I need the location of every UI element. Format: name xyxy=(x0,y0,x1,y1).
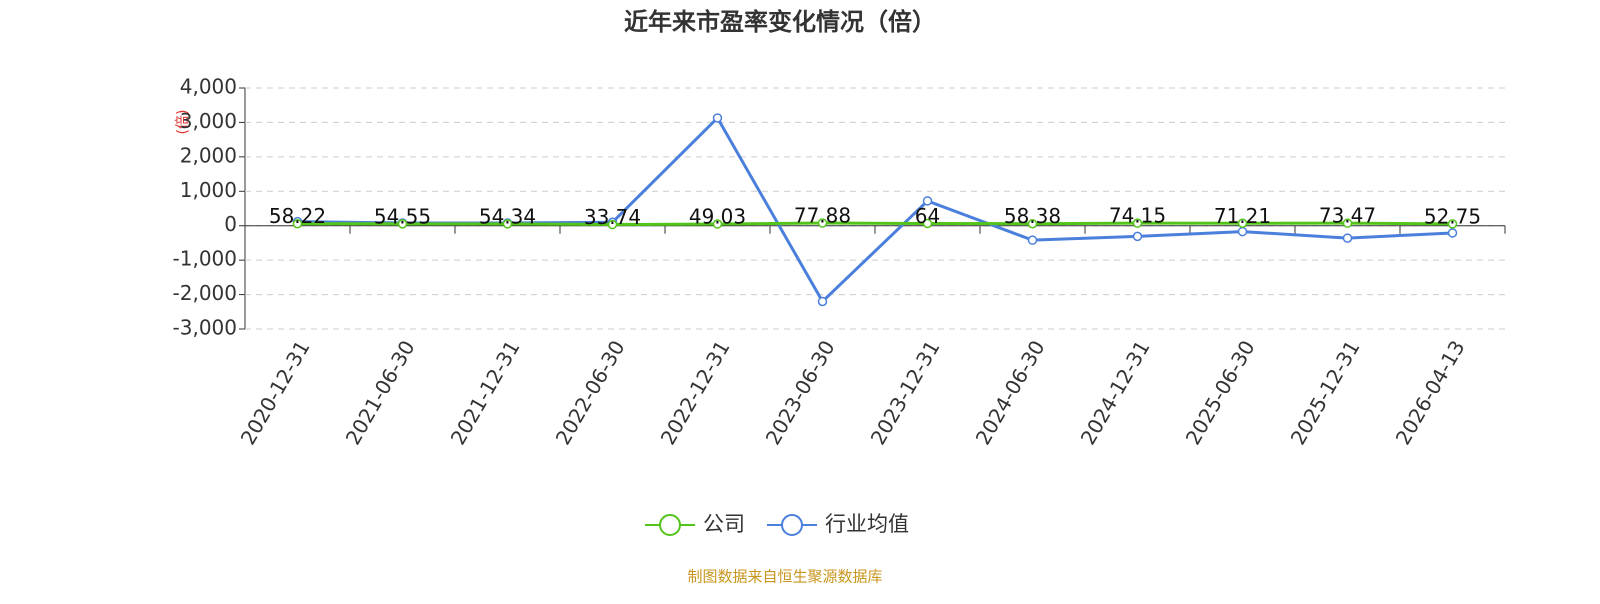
data-label: 64 xyxy=(915,204,940,228)
data-label: 71.21 xyxy=(1214,204,1271,228)
data-point xyxy=(1132,231,1143,242)
y-tick-label: 1,000 xyxy=(180,178,237,202)
data-point xyxy=(922,196,933,206)
legend-marker xyxy=(781,514,803,536)
x-tick-label: 2022-06-30 xyxy=(551,336,630,449)
x-tick-label: 2024-12-31 xyxy=(1076,336,1155,449)
data-label: 74.15 xyxy=(1109,204,1166,228)
x-tick-label: 2025-06-30 xyxy=(1181,336,1260,449)
data-label: 73.47 xyxy=(1319,204,1376,228)
series-line xyxy=(297,115,1453,304)
y-tick-label: 0 xyxy=(224,212,237,236)
data-label: 54.55 xyxy=(374,204,431,228)
data-label: 52.75 xyxy=(1424,204,1481,228)
data-label: 58.22 xyxy=(269,204,326,228)
x-tick-label: 2026-04-13 xyxy=(1391,336,1470,449)
footer: 制图数据来自恒生聚源数据库 xyxy=(687,568,882,586)
data-label: 77.88 xyxy=(794,204,851,228)
legend-marker xyxy=(659,514,681,536)
x-tick-label: 2022-12-31 xyxy=(656,336,735,449)
legend-label: 行业均值 xyxy=(825,512,909,536)
data-point xyxy=(292,218,303,229)
data-label: 49.03 xyxy=(689,205,746,229)
y-tick-label: 2,000 xyxy=(180,143,237,167)
data-point xyxy=(1447,228,1458,238)
data-point xyxy=(1027,218,1038,229)
x-tick-label: 2021-06-30 xyxy=(341,336,420,449)
data-point xyxy=(712,219,723,229)
data-point xyxy=(1447,219,1458,229)
x-tick-label: 2025-12-31 xyxy=(1286,336,1365,449)
data-point xyxy=(1237,226,1248,237)
data-label: 33.74 xyxy=(584,205,641,229)
y-tick-label: 3,000 xyxy=(180,109,237,133)
y-tick-label: -2,000 xyxy=(173,281,237,305)
data-point xyxy=(1027,235,1038,245)
x-tick-label: 2023-12-31 xyxy=(866,336,945,449)
data-point xyxy=(1237,218,1248,229)
y-axis-label: (倍) xyxy=(175,110,191,135)
data-point xyxy=(817,296,828,307)
data-point xyxy=(397,219,408,229)
data-point xyxy=(712,113,723,123)
x-tick-label: 2020-12-31 xyxy=(236,336,315,449)
data-point xyxy=(922,218,933,229)
x-tick-label: 2024-06-30 xyxy=(971,336,1050,449)
chart-title: 近年来市盈率变化情况（倍） xyxy=(624,8,936,36)
data-point xyxy=(502,219,513,229)
data-point xyxy=(607,219,618,230)
y-tick-label: -3,000 xyxy=(173,316,237,340)
data-label: 58.38 xyxy=(1004,204,1061,228)
data-label: 54.34 xyxy=(479,204,536,228)
data-point xyxy=(817,218,828,228)
data-point xyxy=(1132,218,1143,228)
x-tick-label: 2023-06-30 xyxy=(761,336,840,449)
legend-label: 公司 xyxy=(703,512,745,536)
data-point xyxy=(1342,218,1353,228)
y-tick-label: 4,000 xyxy=(180,75,237,99)
series-line xyxy=(297,221,1453,227)
data-point xyxy=(1342,233,1353,243)
y-tick-label: -1,000 xyxy=(173,247,237,271)
x-tick-label: 2021-12-31 xyxy=(446,336,525,449)
